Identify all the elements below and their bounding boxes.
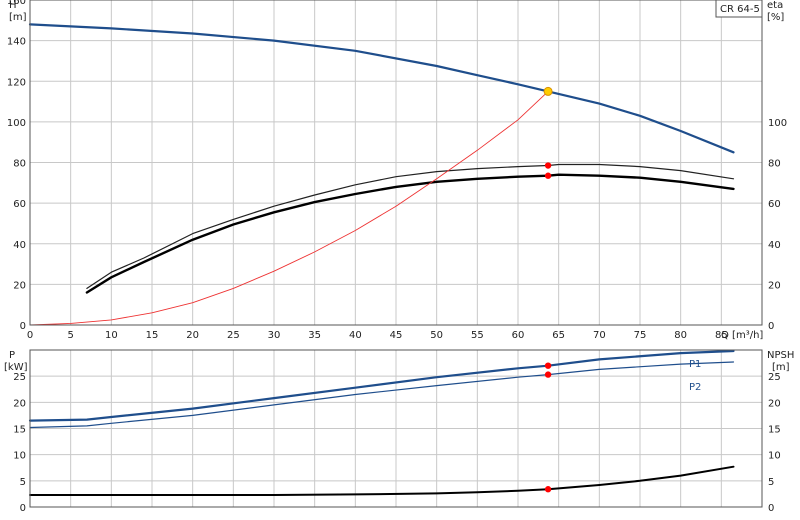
y-left-tick-label: 80 [13,159,26,170]
y-right-tick-label: 80 [768,159,781,170]
power-tick-labels: 0 5 10 15 20 25 0 5 10 15 20 25 [13,372,780,514]
series-line-system-curve [29,90,549,326]
power-y-left-label-1: P [9,350,15,361]
qh-y-right-label-2: [%] [767,12,784,23]
y-right-tick-label: 0 [768,321,774,332]
power-plot-frame [29,349,763,508]
y-right-tick-label: 25 [768,372,781,383]
y-left-tick-label: 0 [20,321,26,332]
npsh-y-right-label-2: [m] [772,362,790,373]
x-tick-label: 55 [471,330,484,341]
y-left-tick-label: 140 [7,37,26,48]
y-right-tick-label: 40 [768,240,781,251]
series-line-NPSH [29,465,735,496]
x-tick-label: 85 [715,330,728,341]
x-tick-label: 40 [349,330,362,341]
x-tick-label: 30 [268,330,281,341]
qh-x-axis-label: Q [m³/h] [721,330,763,341]
y-left-tick-label: 0 [20,503,26,514]
series-line-head [28,23,735,154]
duty-point [544,486,552,493]
y-right-tick-label: 60 [768,199,781,210]
x-tick-label: 35 [308,330,321,341]
x-tick-label: 70 [593,330,606,341]
series-line-P2 [29,361,735,429]
x-tick-label: 45 [390,330,403,341]
x-tick-label: 80 [674,330,687,341]
y-right-tick-label: 20 [768,280,781,291]
y-left-tick-label: 20 [13,398,26,409]
duty-point [543,86,553,96]
y-left-tick-label: 120 [7,77,26,88]
x-tick-label: 0 [27,330,33,341]
duty-point [544,172,552,179]
x-tick-label: 50 [430,330,443,341]
series-line-P1 [28,349,735,422]
qh-plot: 0 20 40 60 80 100 120 140 160 0 20 40 60 80 100 0 5 10 15 2… [7,0,787,341]
pump-model-box [715,0,763,18]
y-left-tick-label: 10 [13,451,26,462]
series-label-p2: P2 [689,382,701,393]
y-right-tick-label: 20 [768,398,781,409]
power-duty-points [544,362,552,493]
qh-grid [30,0,762,325]
power-y-left-label-2: [kW] [4,362,28,373]
duty-point [544,362,552,369]
x-tick-label: 10 [105,330,118,341]
x-tick-label: 15 [146,330,159,341]
y-right-tick-label: 10 [768,451,781,462]
qh-duty-points [543,86,553,179]
x-tick-label: 5 [67,330,73,341]
duty-point [544,162,552,169]
x-tick-label: 75 [634,330,647,341]
y-right-tick-label: 0 [768,503,774,514]
x-tick-label: 20 [186,330,199,341]
qh-y-left-label-1: H [9,0,17,11]
power-series [28,349,735,496]
qh-series [28,23,735,326]
series-line-eta-thin [86,163,735,289]
y-left-tick-label: 5 [20,477,26,488]
y-left-tick-label: 100 [7,118,26,129]
qh-plot-frame [29,0,763,326]
x-tick-label: 60 [512,330,525,341]
qh-y-right-label-1: eta [767,0,783,11]
y-left-tick-label: 25 [13,372,26,383]
x-tick-label: 25 [227,330,240,341]
series-label-p1: P1 [689,359,701,370]
y-left-tick-label: 20 [13,280,26,291]
qh-tick-labels: 0 20 40 60 80 100 120 140 160 0 20 40 60 80 100 0 5 10 15 2… [7,0,787,341]
y-right-tick-label: 15 [768,425,781,436]
qh-y-left-label-2: [m] [9,12,27,23]
duty-point [544,371,552,378]
y-right-tick-label: 100 [768,118,787,129]
y-left-tick-label: 160 [7,0,26,7]
y-left-tick-label: 40 [13,240,26,251]
y-left-tick-label: 15 [13,425,26,436]
npsh-y-right-label-1: NPSH [767,350,794,361]
series-line-eta-thick [85,173,735,294]
y-right-tick-label: 5 [768,477,774,488]
pump-model-label: CR 64-5 [720,4,760,15]
y-left-tick-label: 60 [13,199,26,210]
x-tick-label: 65 [552,330,565,341]
